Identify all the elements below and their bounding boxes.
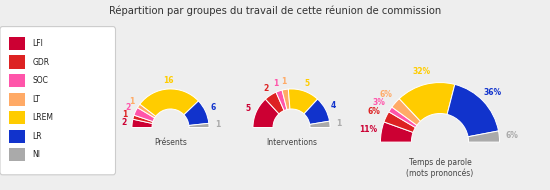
Text: 6: 6 <box>211 103 216 112</box>
Text: 3%: 3% <box>373 98 386 107</box>
Text: 4: 4 <box>330 101 336 110</box>
Text: 6%: 6% <box>368 107 381 116</box>
Text: 6%: 6% <box>379 89 392 99</box>
Text: Présents: Présents <box>154 138 187 147</box>
FancyBboxPatch shape <box>0 27 116 175</box>
Bar <box>9 130 25 143</box>
Text: 16: 16 <box>163 76 173 85</box>
Text: 32%: 32% <box>413 67 431 76</box>
Text: 1: 1 <box>273 78 279 88</box>
Text: 36%: 36% <box>484 88 502 97</box>
Bar <box>9 93 25 106</box>
Bar <box>9 55 25 69</box>
Text: 2: 2 <box>263 84 268 93</box>
Text: 1: 1 <box>281 77 287 86</box>
Text: 1: 1 <box>336 119 341 128</box>
Wedge shape <box>288 89 317 114</box>
Text: LFI: LFI <box>32 39 43 48</box>
Wedge shape <box>134 108 155 122</box>
Wedge shape <box>392 99 420 125</box>
Text: GDR: GDR <box>32 58 50 67</box>
Wedge shape <box>189 123 209 127</box>
Wedge shape <box>138 104 156 118</box>
Bar <box>9 74 25 87</box>
Wedge shape <box>310 121 330 127</box>
Text: SOC: SOC <box>32 76 48 85</box>
Wedge shape <box>282 89 290 110</box>
Bar <box>9 111 25 124</box>
Text: 1: 1 <box>129 97 134 106</box>
Text: 1: 1 <box>123 110 128 119</box>
Text: Répartition par groupes du travail de cette réunion de commission: Répartition par groupes du travail de ce… <box>109 6 441 16</box>
Text: LR: LR <box>32 132 42 141</box>
Text: 11%: 11% <box>359 125 377 134</box>
Text: Interventions: Interventions <box>266 138 317 147</box>
Text: NI: NI <box>32 150 40 159</box>
Wedge shape <box>447 84 498 137</box>
Wedge shape <box>384 112 415 132</box>
Wedge shape <box>184 101 209 125</box>
Wedge shape <box>253 99 279 127</box>
Wedge shape <box>266 92 284 114</box>
Text: Temps de parole
(mots prononcés): Temps de parole (mots prononcés) <box>406 158 474 178</box>
Bar <box>9 37 25 50</box>
Wedge shape <box>140 89 199 116</box>
Wedge shape <box>381 122 413 142</box>
Text: LREM: LREM <box>32 113 53 122</box>
Wedge shape <box>389 107 417 127</box>
Text: 5: 5 <box>304 78 309 88</box>
Text: 2: 2 <box>125 103 130 112</box>
Wedge shape <box>132 119 152 127</box>
Wedge shape <box>133 115 153 124</box>
Text: LT: LT <box>32 95 40 104</box>
Text: 2: 2 <box>121 118 126 127</box>
Text: 5: 5 <box>246 104 251 113</box>
Wedge shape <box>399 82 455 121</box>
Bar <box>9 148 25 162</box>
Text: 6%: 6% <box>506 131 519 140</box>
Wedge shape <box>468 131 499 142</box>
Wedge shape <box>276 90 287 111</box>
Wedge shape <box>304 99 329 124</box>
Text: 1: 1 <box>215 120 220 129</box>
